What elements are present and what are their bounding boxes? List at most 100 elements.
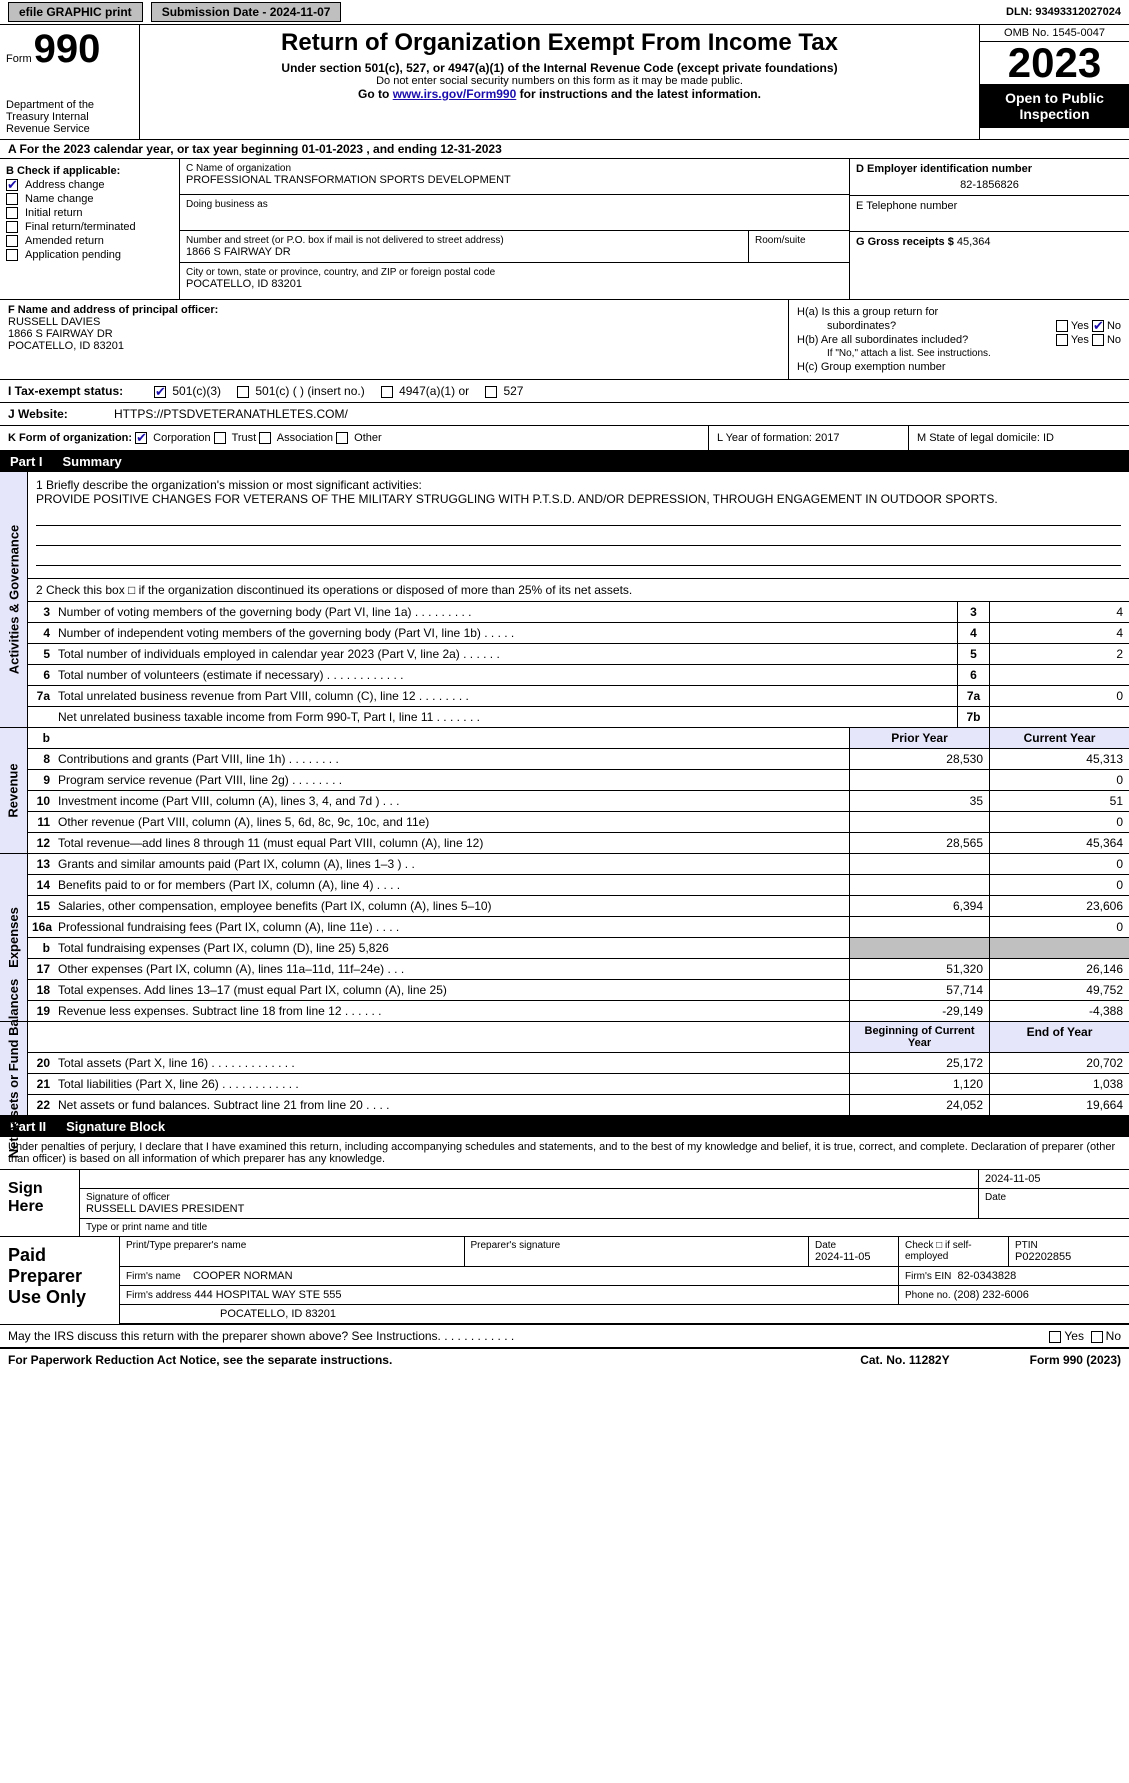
goto: Go to www.irs.gov/Form990 for instructio… (148, 87, 971, 101)
cb-pending[interactable] (6, 249, 18, 261)
rev-line: 8Contributions and grants (Part VIII, li… (28, 749, 1129, 770)
cb-501c3[interactable] (154, 386, 166, 398)
exp-line: 17Other expenses (Part IX, column (A), l… (28, 959, 1129, 980)
rev-header: b Prior Year Current Year (28, 728, 1129, 749)
sig-note: Under penalties of perjury, I declare th… (0, 1137, 1129, 1170)
website-value: HTTPS://PTSDVETERANATHLETES.COM/ (114, 407, 348, 421)
cb-527[interactable] (485, 386, 497, 398)
org-name: PROFESSIONAL TRANSFORMATION SPORTS DEVEL… (186, 174, 843, 186)
net-line: 22Net assets or fund balances. Subtract … (28, 1095, 1129, 1115)
line2: 2 Check this box □ if the organization d… (28, 579, 1129, 602)
vtab-net: Net Assets or Fund Balances (0, 1022, 28, 1115)
efile-btn[interactable]: efile GRAPHIC print (8, 2, 143, 22)
k-cell: K Form of organization: Corporation Trus… (0, 426, 709, 450)
gov-line: Net unrelated business taxable income fr… (28, 707, 1129, 727)
form-label: Form (6, 53, 32, 65)
cb-trust[interactable] (214, 432, 226, 444)
row-a: A For the 2023 calendar year, or tax yea… (0, 140, 1129, 159)
firm-phone: (208) 232-6006 (954, 1289, 1029, 1301)
mission-text: PROVIDE POSITIVE CHANGES FOR VETERANS OF… (36, 492, 1121, 506)
cb-discuss-no[interactable] (1091, 1331, 1103, 1343)
header: Form 990 Department of the Treasury Inte… (0, 25, 1129, 140)
header-left: Form 990 Department of the Treasury Inte… (0, 25, 140, 139)
exp-line: 19Revenue less expenses. Subtract line 1… (28, 1001, 1129, 1021)
cb-hb-yes[interactable] (1056, 334, 1068, 346)
cb-name-change[interactable] (6, 193, 18, 205)
cb-initial[interactable] (6, 207, 18, 219)
rev-line: 10Investment income (Part VIII, column (… (28, 791, 1129, 812)
net-section: Net Assets or Fund Balances Beginning of… (0, 1022, 1129, 1116)
street-label: Number and street (or P.O. box if mail i… (186, 235, 742, 246)
ein: 82-1856826 (856, 179, 1123, 191)
expense-section: Expenses 13Grants and similar amounts pa… (0, 854, 1129, 1022)
cb-corp[interactable] (135, 432, 147, 444)
gross-label: G Gross receipts $ (856, 236, 954, 248)
officer-name: RUSSELL DAVIES (8, 316, 780, 328)
cb-hb-no[interactable] (1092, 334, 1104, 346)
ssn-note: Do not enter social security numbers on … (148, 75, 971, 87)
city: POCATELLO, ID 83201 (186, 278, 843, 290)
cb-4947[interactable] (381, 386, 393, 398)
cb-discuss-yes[interactable] (1049, 1331, 1061, 1343)
officer-street: 1866 S FAIRWAY DR (8, 328, 780, 340)
paid-label: Paid Preparer Use Only (0, 1237, 120, 1324)
paid-preparer-block: Paid Preparer Use Only Print/Type prepar… (0, 1237, 1129, 1325)
header-right: OMB No. 1545-0047 2023 Open to Public In… (979, 25, 1129, 139)
gov-line: 4Number of independent voting members of… (28, 623, 1129, 644)
cb-assoc[interactable] (259, 432, 271, 444)
firm-name: COOPER NORMAN (193, 1270, 293, 1282)
cb-final[interactable] (6, 221, 18, 233)
tax-status-row: I Tax-exempt status: 501(c)(3) 501(c) ( … (0, 380, 1129, 403)
footer: For Paperwork Reduction Act Notice, see … (0, 1349, 1129, 1371)
rev-line: 9Program service revenue (Part VIII, lin… (28, 770, 1129, 791)
vtab-gov: Activities & Governance (0, 472, 28, 727)
exp-line: 15Salaries, other compensation, employee… (28, 896, 1129, 917)
section-bcde: B Check if applicable: Address change Na… (0, 159, 1129, 300)
net-line: 20Total assets (Part X, line 16) . . . .… (28, 1053, 1129, 1074)
revenue-section: Revenue b Prior Year Current Year 8Contr… (0, 728, 1129, 854)
sign-block: SignHere 2024-11-05 Signature of officer… (0, 1170, 1129, 1237)
box-b: B Check if applicable: Address change Na… (0, 159, 180, 299)
rev-line: 11Other revenue (Part VIII, column (A), … (28, 812, 1129, 833)
firm-addr1: 444 HOSPITAL WAY STE 555 (194, 1289, 341, 1301)
name-label: C Name of organization (186, 163, 843, 174)
officer-city: POCATELLO, ID 83201 (8, 340, 780, 352)
open-inspection: Open to Public Inspection (980, 84, 1129, 128)
form-number: 990 (34, 29, 101, 69)
ein-label: D Employer identification number (856, 163, 1123, 175)
cb-amended[interactable] (6, 235, 18, 247)
cat-no: Cat. No. 11282Y (860, 1353, 949, 1367)
return-title: Return of Organization Exempt From Incom… (148, 29, 971, 57)
net-line: 21Total liabilities (Part X, line 26) . … (28, 1074, 1129, 1095)
city-label: City or town, state or province, country… (186, 267, 843, 278)
m-cell: M State of legal domicile: ID (909, 426, 1129, 450)
self-emp: Check □ if self-employed (899, 1237, 1009, 1266)
box-h: H(a) Is this a group return for subordin… (789, 300, 1129, 379)
f-label: F Name and address of principal officer: (8, 304, 780, 316)
firm-addr2: POCATELLO, ID 83201 (120, 1305, 1129, 1323)
col-de: D Employer identification number 82-1856… (849, 159, 1129, 299)
dln: DLN: 93493312027024 (1006, 6, 1121, 18)
subtitle: Under section 501(c), 527, or 4947(a)(1)… (148, 61, 971, 75)
cb-other[interactable] (336, 432, 348, 444)
cb-address-change[interactable] (6, 179, 18, 191)
submission-btn: Submission Date - 2024-11-07 (151, 2, 342, 22)
irs-link[interactable]: www.irs.gov/Form990 (393, 87, 517, 101)
exp-line: 13Grants and similar amounts paid (Part … (28, 854, 1129, 875)
exp-line: bTotal fundraising expenses (Part IX, co… (28, 938, 1129, 959)
gov-line: 7aTotal unrelated business revenue from … (28, 686, 1129, 707)
street: 1866 S FAIRWAY DR (186, 246, 742, 258)
governance-section: Activities & Governance 1 Briefly descri… (0, 472, 1129, 728)
b-label: B Check if applicable: (6, 165, 173, 177)
topbar: efile GRAPHIC print Submission Date - 20… (0, 0, 1129, 25)
cb-501c[interactable] (237, 386, 249, 398)
cb-ha-yes[interactable] (1056, 320, 1068, 332)
firm-ein: 82-0343828 (957, 1270, 1016, 1282)
exp-line: 18Total expenses. Add lines 13–17 (must … (28, 980, 1129, 1001)
ptin: P02202855 (1015, 1251, 1123, 1263)
l-cell: L Year of formation: 2017 (709, 426, 909, 450)
cb-ha-no[interactable] (1092, 320, 1104, 332)
gross-value: 45,364 (957, 236, 991, 248)
rev-line: 12Total revenue—add lines 8 through 11 (… (28, 833, 1129, 853)
exp-line: 14Benefits paid to or for members (Part … (28, 875, 1129, 896)
